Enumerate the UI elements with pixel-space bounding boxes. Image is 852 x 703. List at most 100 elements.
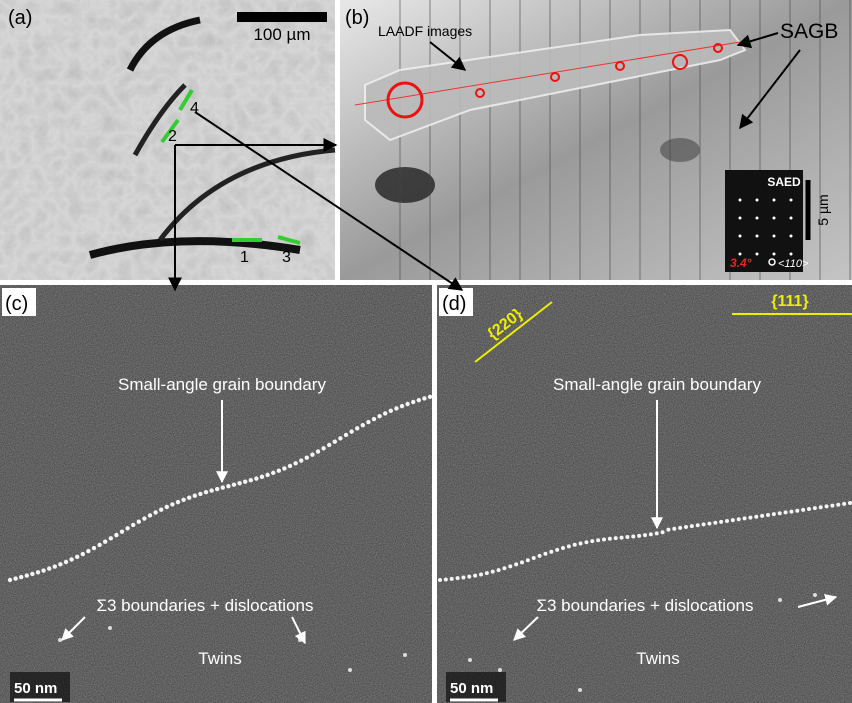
panel-label: (a): [8, 7, 32, 29]
atom: [366, 420, 370, 424]
atom: [69, 557, 73, 561]
atom: [473, 574, 477, 578]
atom: [526, 558, 530, 562]
atom: [450, 577, 454, 581]
atom: [643, 533, 647, 537]
atom: [148, 513, 152, 517]
annotation: Σ3 boundaries + dislocations: [536, 596, 753, 615]
atom: [417, 398, 421, 402]
spot: [756, 217, 759, 220]
atom: [696, 523, 700, 527]
panel-c: (c) Small-angle grain boundary Σ3 bounda…: [0, 285, 432, 703]
atom: [58, 562, 62, 566]
scale-bar: [237, 12, 327, 22]
panel-label: (b): [345, 7, 369, 29]
atom: [807, 507, 811, 511]
annotation: Twins: [198, 649, 241, 668]
spot: [739, 235, 742, 238]
atom: [731, 518, 735, 522]
atom: [355, 426, 359, 430]
spot: [790, 253, 793, 256]
atom: [198, 492, 202, 496]
atom: [567, 544, 571, 548]
atom: [327, 443, 331, 447]
atom: [181, 498, 185, 502]
atom: [221, 485, 225, 489]
atom: [573, 543, 577, 547]
atom: [215, 487, 219, 491]
marker: 1: [240, 249, 249, 266]
atom: [842, 502, 846, 506]
atom: [265, 473, 269, 477]
atom: [260, 475, 264, 479]
atom: [625, 535, 629, 539]
defect: [778, 598, 782, 602]
defect: [468, 658, 472, 662]
annotation: Twins: [636, 649, 679, 668]
atom: [187, 495, 191, 499]
atom: [719, 520, 723, 524]
atom: [338, 436, 342, 440]
panel-b: (b) LAADF images SAGB SAED 3.4° <110> 5 …: [340, 0, 852, 280]
atom: [30, 572, 34, 576]
annotation: Σ3 boundaries + dislocations: [96, 596, 313, 615]
atom: [299, 458, 303, 462]
atom: [405, 402, 409, 406]
atom: [193, 494, 197, 498]
scale-label: 100 µm: [253, 25, 310, 44]
atom: [596, 538, 600, 542]
atom: [53, 564, 57, 568]
atom: [19, 575, 23, 579]
atom: [795, 509, 799, 513]
atom: [602, 537, 606, 541]
atom: [766, 513, 770, 517]
atom: [514, 562, 518, 566]
atom: [555, 548, 559, 552]
atom: [254, 476, 258, 480]
atom: [114, 533, 118, 537]
spot: [773, 253, 776, 256]
atom: [608, 537, 612, 541]
spot: [739, 199, 742, 202]
spot: [773, 235, 776, 238]
spot: [773, 199, 776, 202]
atom: [801, 508, 805, 512]
atom: [377, 414, 381, 418]
atom: [86, 549, 90, 553]
scale-label: 50 nm: [14, 680, 57, 697]
marker: 3: [282, 249, 291, 266]
atom: [538, 554, 542, 558]
marker: 2: [168, 128, 177, 145]
atom: [75, 555, 79, 559]
atom: [176, 500, 180, 504]
atom: [461, 575, 465, 579]
atom: [456, 576, 460, 580]
annotation: Small-angle grain boundary: [553, 375, 761, 394]
atom: [748, 516, 752, 520]
atom: [438, 578, 442, 582]
atom: [428, 395, 432, 399]
defect: [403, 653, 407, 657]
atom: [170, 502, 174, 506]
atom: [590, 539, 594, 543]
atom: [389, 409, 393, 413]
spot: [739, 217, 742, 220]
atom: [661, 530, 665, 534]
atom: [109, 536, 113, 540]
atom: [737, 517, 741, 521]
atom: [394, 406, 398, 410]
atom: [97, 543, 101, 547]
panel-label: (d): [442, 293, 466, 315]
atom: [8, 578, 12, 582]
atom: [789, 510, 793, 514]
atom: [103, 539, 107, 543]
annotation: SAGB: [780, 20, 838, 43]
atom: [41, 568, 45, 572]
atom: [305, 455, 309, 459]
atom: [282, 466, 286, 470]
atom: [64, 560, 68, 564]
atom: [271, 471, 275, 475]
spot: [756, 199, 759, 202]
atom: [333, 439, 337, 443]
atom: [237, 481, 241, 485]
